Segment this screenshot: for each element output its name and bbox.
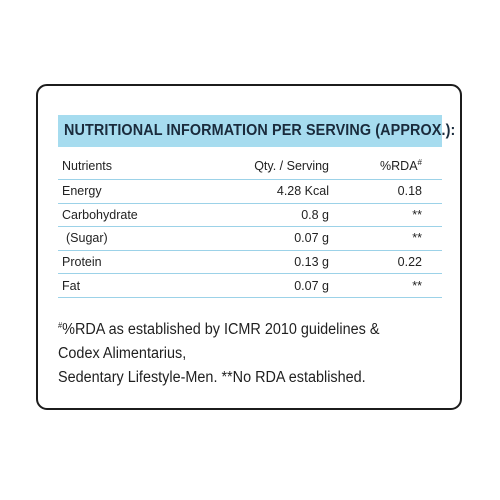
nutrient-name: Fat — [62, 278, 81, 293]
nutrient-name: Carbohydrate — [62, 207, 138, 222]
nutrient-qty: 0.13 g — [294, 255, 329, 270]
footnote-line-3: Sedentary Lifestyle-Men. **No RDA establ… — [58, 369, 366, 386]
nutrient-name: Protein — [62, 255, 102, 270]
footnote-line-1: #%RDA as established by ICMR 2010 guidel… — [58, 318, 421, 342]
nutrient-qty: 0.07 g — [294, 278, 329, 293]
table-row: Carbohydrate 0.8 g ** — [58, 204, 442, 228]
footnote-line-2: Codex Alimentarius, — [58, 345, 187, 362]
table-row: Protein 0.13 g 0.22 — [58, 251, 442, 275]
footnote-text-1: %RDA as established by ICMR 2010 guideli… — [62, 321, 380, 338]
nutrient-rda: ** — [412, 231, 422, 246]
heading-bar: NUTRITIONAL INFORMATION PER SERVING (APP… — [58, 115, 455, 147]
footnote-mark: # — [58, 320, 63, 330]
column-header-rda: %RDA# — [380, 157, 422, 173]
rda-header-mark: # — [417, 157, 422, 167]
nutrient-qty: 0.07 g — [294, 231, 329, 246]
nutrient-rda: ** — [412, 207, 422, 222]
rda-header-label: %RDA — [380, 158, 418, 173]
nutrient-name: Energy — [62, 184, 102, 199]
nutrition-table: Nutrients Qty. / Serving %RDA# Energy 4.… — [58, 152, 442, 298]
nutrient-rda: ** — [412, 278, 422, 293]
table-row: Fat 0.07 g ** — [58, 274, 442, 298]
footnote: #%RDA as established by ICMR 2010 guidel… — [58, 318, 421, 390]
table-header-row: Nutrients Qty. / Serving %RDA# — [58, 152, 442, 180]
column-header-nutrients: Nutrients — [62, 158, 113, 173]
nutrient-qty: 0.8 g — [301, 207, 329, 222]
nutrition-label-card: NUTRITIONAL INFORMATION PER SERVING (APP… — [36, 84, 462, 410]
table-row: Energy 4.28 Kcal 0.18 — [58, 180, 442, 204]
column-header-qty: Qty. / Serving — [254, 158, 329, 173]
nutrient-name: (Sugar) — [66, 231, 108, 246]
nutrient-rda: 0.18 — [397, 184, 422, 199]
table-row: (Sugar) 0.07 g ** — [58, 227, 442, 251]
nutrition-heading: NUTRITIONAL INFORMATION PER SERVING (APP… — [64, 122, 456, 139]
nutrient-qty: 4.28 Kcal — [276, 184, 329, 199]
nutrient-rda: 0.22 — [397, 255, 422, 270]
